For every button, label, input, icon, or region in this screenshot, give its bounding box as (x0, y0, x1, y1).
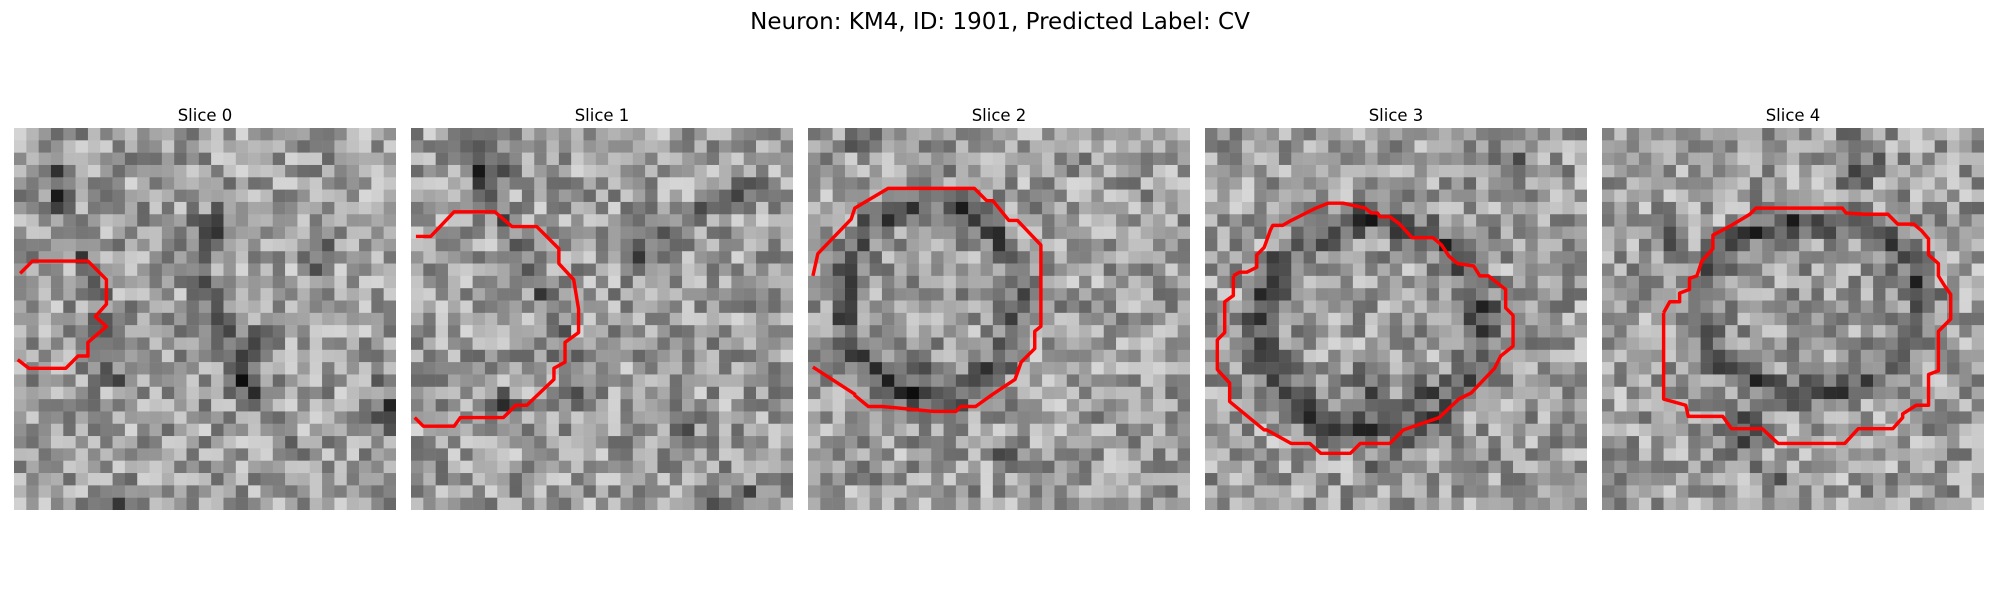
figure-title: Neuron: KM4, ID: 1901, Predicted Label: … (750, 9, 1250, 35)
slice-image-3 (1205, 128, 1587, 510)
slice-panel-0: Slice 0 (12, 106, 398, 510)
contour-outline-2 (811, 186, 1043, 414)
slice-panel-4: Slice 4 (1600, 106, 1986, 510)
slice-image-4 (1602, 128, 1984, 510)
contour-outline-1 (413, 210, 581, 428)
slice-title-1: Slice 1 (574, 106, 630, 125)
slice-title-4: Slice 4 (1765, 106, 1821, 125)
slice-image-2 (808, 128, 1190, 510)
slice-panel-3: Slice 3 (1203, 106, 1589, 510)
contour-outline-0 (16, 259, 109, 371)
slice-panel-2: Slice 2 (806, 106, 1192, 510)
slice-panel-1: Slice 1 (409, 106, 795, 510)
slice-title-0: Slice 0 (177, 106, 233, 125)
slice-title-2: Slice 2 (971, 106, 1027, 125)
contour-outline-3 (1215, 201, 1515, 456)
slice-image-1 (411, 128, 793, 510)
slice-title-3: Slice 3 (1368, 106, 1424, 125)
slice-image-0 (14, 128, 396, 510)
contour-outline-4 (1661, 206, 1953, 446)
